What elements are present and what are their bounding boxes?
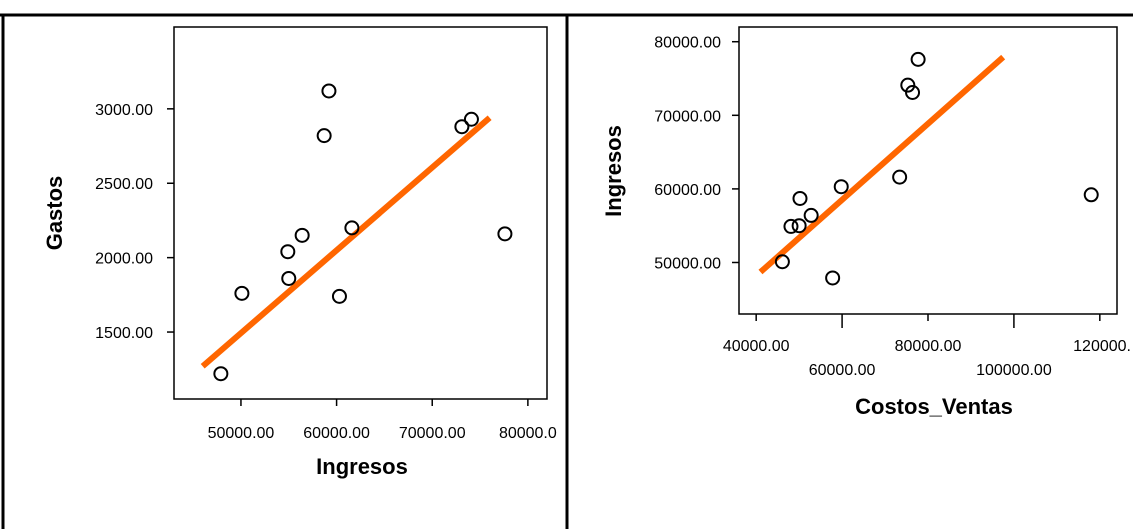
x-axis-title: Ingresos — [316, 454, 408, 479]
scatter-points — [213, 83, 513, 382]
scatter-point — [892, 169, 908, 185]
scatter-point — [454, 119, 470, 135]
x-tick-label: 50000.00 — [208, 425, 275, 442]
scatter-point — [803, 207, 819, 223]
x-axis: 50000.00 60000.00 70000.00 80000.0 — [208, 399, 557, 442]
y-tick-label: 80000.00 — [654, 35, 721, 52]
fit-line — [200, 115, 492, 369]
scatter-point — [463, 111, 479, 127]
y-tick-label: 1500.00 — [95, 325, 153, 342]
x-tick-label: 60000.00 — [303, 425, 370, 442]
fit-line-group — [200, 115, 492, 369]
scatter-point — [234, 285, 250, 301]
plot-frame — [173, 26, 548, 400]
scatter-point — [783, 218, 799, 234]
scatter-point — [497, 226, 513, 242]
y-axis-title: Gastos — [42, 176, 67, 251]
y-tick-label: 2000.00 — [95, 251, 153, 268]
chart-gastos-vs-ingresos: 1500.00 2000.00 2500.00 3000.00 50000.00 600… — [42, 26, 557, 479]
scatter-points — [774, 51, 1099, 286]
y-tick-label: 2500.00 — [95, 176, 153, 193]
scatter-point — [321, 83, 337, 99]
x-tick-label: 80000.0 — [499, 425, 557, 442]
fit-line — [758, 54, 1006, 275]
scatter-point — [316, 128, 332, 144]
x-tick-label: 70000.00 — [399, 425, 466, 442]
scatter-point — [900, 77, 916, 93]
x-tick-label: 60000.00 — [809, 362, 876, 379]
scatter-point — [774, 254, 790, 270]
y-tick-label: 3000.00 — [95, 102, 153, 119]
scatter-point — [792, 190, 808, 206]
scatter-point — [280, 244, 296, 260]
scatter-point — [1083, 187, 1099, 203]
scatter-point — [910, 51, 926, 67]
scatter-point — [213, 366, 229, 382]
y-axis: 50000.00 60000.00 70000.00 80000.00 — [654, 35, 739, 272]
scatter-point — [905, 84, 921, 100]
x-tick-label: 100000.00 — [976, 362, 1052, 379]
x-tick-label: 40000.00 — [723, 338, 790, 355]
x-tick-label: 120000. — [1073, 338, 1131, 355]
scatter-point — [331, 288, 347, 304]
y-axis: 1500.00 2000.00 2500.00 3000.00 — [95, 102, 174, 342]
scatter-point — [791, 218, 807, 234]
scatter-point — [833, 179, 849, 195]
scatter-point — [294, 227, 310, 243]
y-tick-label: 70000.00 — [654, 108, 721, 125]
fit-line-group — [758, 54, 1006, 275]
y-axis-title: Ingresos — [601, 125, 626, 217]
x-axis: 40000.00 60000.00 80000.00 100000.00 120000. — [723, 314, 1131, 379]
x-axis-title: Costos_Ventas — [855, 394, 1013, 419]
chart-ingresos-vs-costos-ventas: 50000.00 60000.00 70000.00 80000.00 40000.0… — [601, 26, 1131, 419]
scatter-point — [825, 270, 841, 286]
x-tick-label: 80000.00 — [895, 338, 962, 355]
y-tick-label: 60000.00 — [654, 182, 721, 199]
scatter-point — [344, 220, 360, 236]
scatter-point — [281, 270, 297, 286]
y-tick-label: 50000.00 — [654, 255, 721, 272]
